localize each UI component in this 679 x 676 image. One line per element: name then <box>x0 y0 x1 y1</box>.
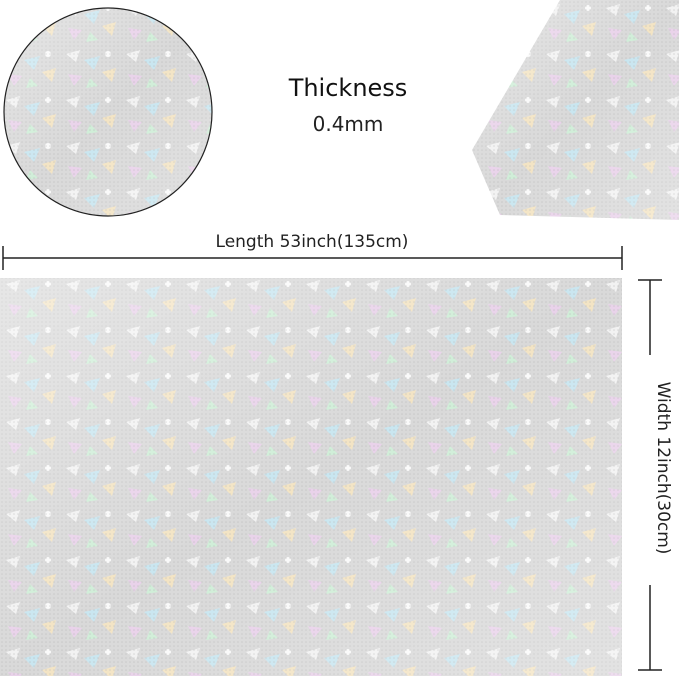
length-label: Length 53inch(135cm) <box>216 232 409 252</box>
closeup <box>4 8 212 216</box>
width-label: Width 12inch(30cm) <box>653 382 673 555</box>
length-line <box>2 246 623 270</box>
corner-photo <box>472 0 679 220</box>
thickness-value: 0.4mm <box>313 112 384 136</box>
thickness-label: Thickness <box>288 74 408 102</box>
sheet <box>0 278 622 676</box>
